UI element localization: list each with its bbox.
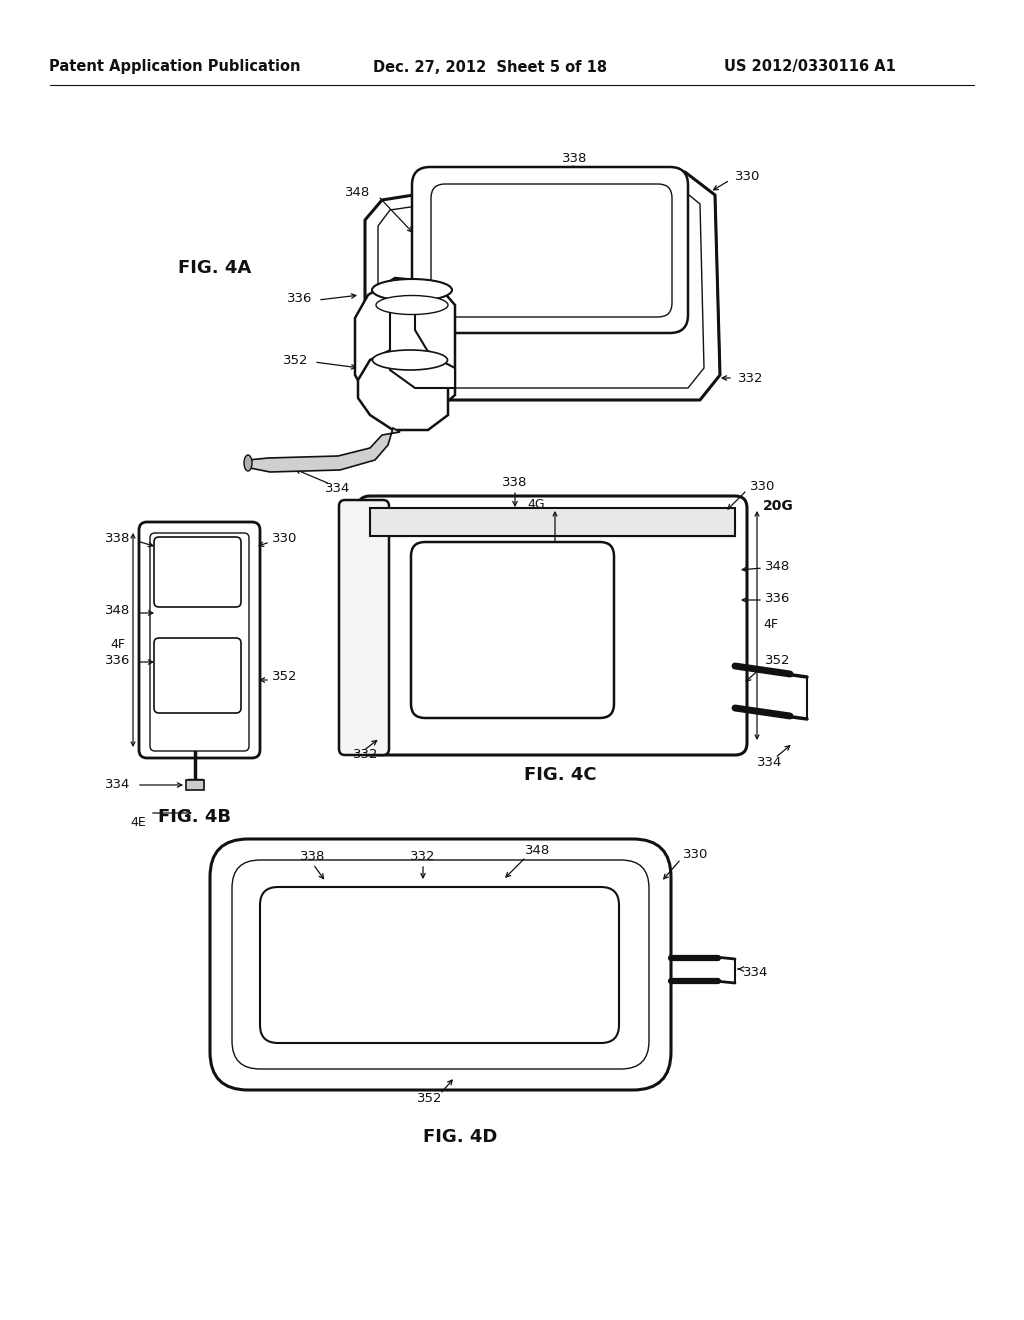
Text: 338: 338 [503, 477, 527, 490]
Ellipse shape [372, 279, 452, 301]
Text: 4F: 4F [110, 639, 125, 652]
Text: 334: 334 [326, 482, 350, 495]
Text: 4F: 4F [763, 619, 778, 631]
Text: 348: 348 [104, 605, 130, 618]
FancyBboxPatch shape [232, 861, 649, 1069]
Text: 332: 332 [411, 850, 436, 863]
FancyBboxPatch shape [358, 496, 746, 755]
Text: 348: 348 [765, 560, 791, 573]
Text: FIG. 4A: FIG. 4A [178, 259, 252, 277]
Text: US 2012/0330116 A1: US 2012/0330116 A1 [724, 59, 896, 74]
Text: 352: 352 [272, 671, 298, 684]
Text: 330: 330 [750, 479, 775, 492]
Text: 336: 336 [287, 292, 312, 305]
Polygon shape [390, 310, 455, 388]
Text: 330: 330 [735, 170, 761, 183]
Text: 336: 336 [104, 653, 130, 667]
Text: 334: 334 [758, 756, 782, 770]
FancyBboxPatch shape [260, 887, 618, 1043]
Text: 4E: 4E [130, 817, 145, 829]
Text: 334: 334 [743, 966, 768, 979]
Text: 338: 338 [300, 850, 326, 863]
Text: 337: 337 [484, 630, 510, 643]
FancyBboxPatch shape [154, 537, 241, 607]
FancyBboxPatch shape [411, 543, 614, 718]
Polygon shape [358, 348, 449, 430]
FancyBboxPatch shape [412, 168, 688, 333]
FancyBboxPatch shape [339, 500, 389, 755]
Ellipse shape [373, 350, 447, 370]
Text: 338: 338 [104, 532, 130, 544]
FancyBboxPatch shape [154, 638, 241, 713]
FancyBboxPatch shape [139, 521, 260, 758]
Text: 330: 330 [272, 532, 297, 545]
Ellipse shape [244, 455, 252, 471]
Text: Patent Application Publication: Patent Application Publication [49, 59, 301, 74]
Text: 334: 334 [104, 779, 130, 792]
Text: 332: 332 [353, 748, 379, 762]
FancyBboxPatch shape [431, 183, 672, 317]
FancyBboxPatch shape [210, 840, 671, 1090]
Text: 348: 348 [525, 843, 551, 857]
Text: 336: 336 [765, 591, 791, 605]
Text: 20G: 20G [763, 499, 794, 513]
Text: FIG. 4D: FIG. 4D [423, 1129, 498, 1146]
Text: 352: 352 [765, 653, 791, 667]
FancyBboxPatch shape [150, 533, 249, 751]
Polygon shape [365, 172, 720, 400]
Polygon shape [355, 279, 455, 414]
Text: Dec. 27, 2012  Sheet 5 of 18: Dec. 27, 2012 Sheet 5 of 18 [373, 59, 607, 74]
Ellipse shape [376, 296, 449, 314]
Text: 352: 352 [283, 354, 308, 367]
Text: 332: 332 [738, 371, 764, 384]
Polygon shape [378, 186, 705, 388]
Polygon shape [248, 428, 400, 473]
Bar [186, 780, 204, 789]
Text: 4G: 4G [527, 498, 545, 511]
Text: FIG. 4B: FIG. 4B [159, 808, 231, 826]
Bar [370, 508, 735, 536]
Text: 348: 348 [345, 186, 370, 199]
Text: 338: 338 [562, 152, 588, 165]
Text: FIG. 4C: FIG. 4C [523, 766, 596, 784]
Text: 330: 330 [683, 847, 709, 861]
Text: 352: 352 [417, 1093, 442, 1106]
